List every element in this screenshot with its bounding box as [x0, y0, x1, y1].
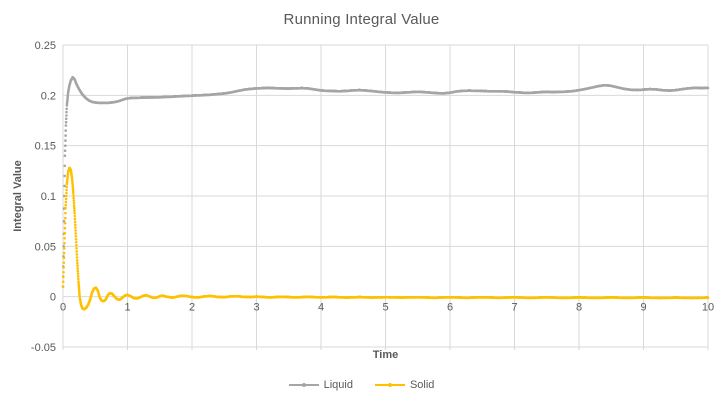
x-tick-label: 8	[576, 302, 582, 314]
legend: Liquid Solid	[0, 379, 723, 391]
legend-label: Solid	[409, 379, 435, 391]
x-tick-label: 1	[124, 302, 130, 314]
x-tick-label: 10	[702, 302, 714, 314]
legend-item-liquid[interactable]: Liquid	[288, 379, 353, 391]
x-tick-label: 0	[60, 302, 66, 314]
y-tick-label: 0.15	[35, 141, 56, 153]
x-tick-label: 9	[640, 302, 646, 314]
legend-label: Liquid	[323, 379, 353, 391]
x-axis-title: Time	[372, 349, 399, 361]
x-tick-label: 6	[447, 302, 453, 314]
y-tick-label: 0	[50, 292, 56, 304]
y-tick-label: 0.25	[35, 40, 56, 52]
series-solid-line	[61, 166, 710, 311]
y-tick-label: -0.05	[31, 342, 56, 354]
legend-line-sample	[374, 383, 405, 387]
x-tick-label: 7	[511, 302, 517, 314]
legend-item-solid[interactable]: Solid	[374, 379, 435, 391]
legend-marker-dot	[301, 383, 306, 387]
legend-line-sample	[288, 383, 319, 387]
chart-title: Running Integral Value	[283, 11, 440, 28]
y-axis-title: Integral Value	[12, 160, 24, 232]
legend-marker-dot	[387, 383, 392, 387]
x-tick-label: 4	[318, 302, 324, 314]
x-tick-label: 2	[189, 302, 195, 314]
y-tick-label: 0.05	[35, 241, 56, 253]
y-tick-label: 0.1	[41, 191, 56, 203]
x-tick-label: 3	[253, 302, 259, 314]
x-tick-label: 5	[382, 302, 388, 314]
y-tick-label: 0.2	[41, 90, 56, 102]
